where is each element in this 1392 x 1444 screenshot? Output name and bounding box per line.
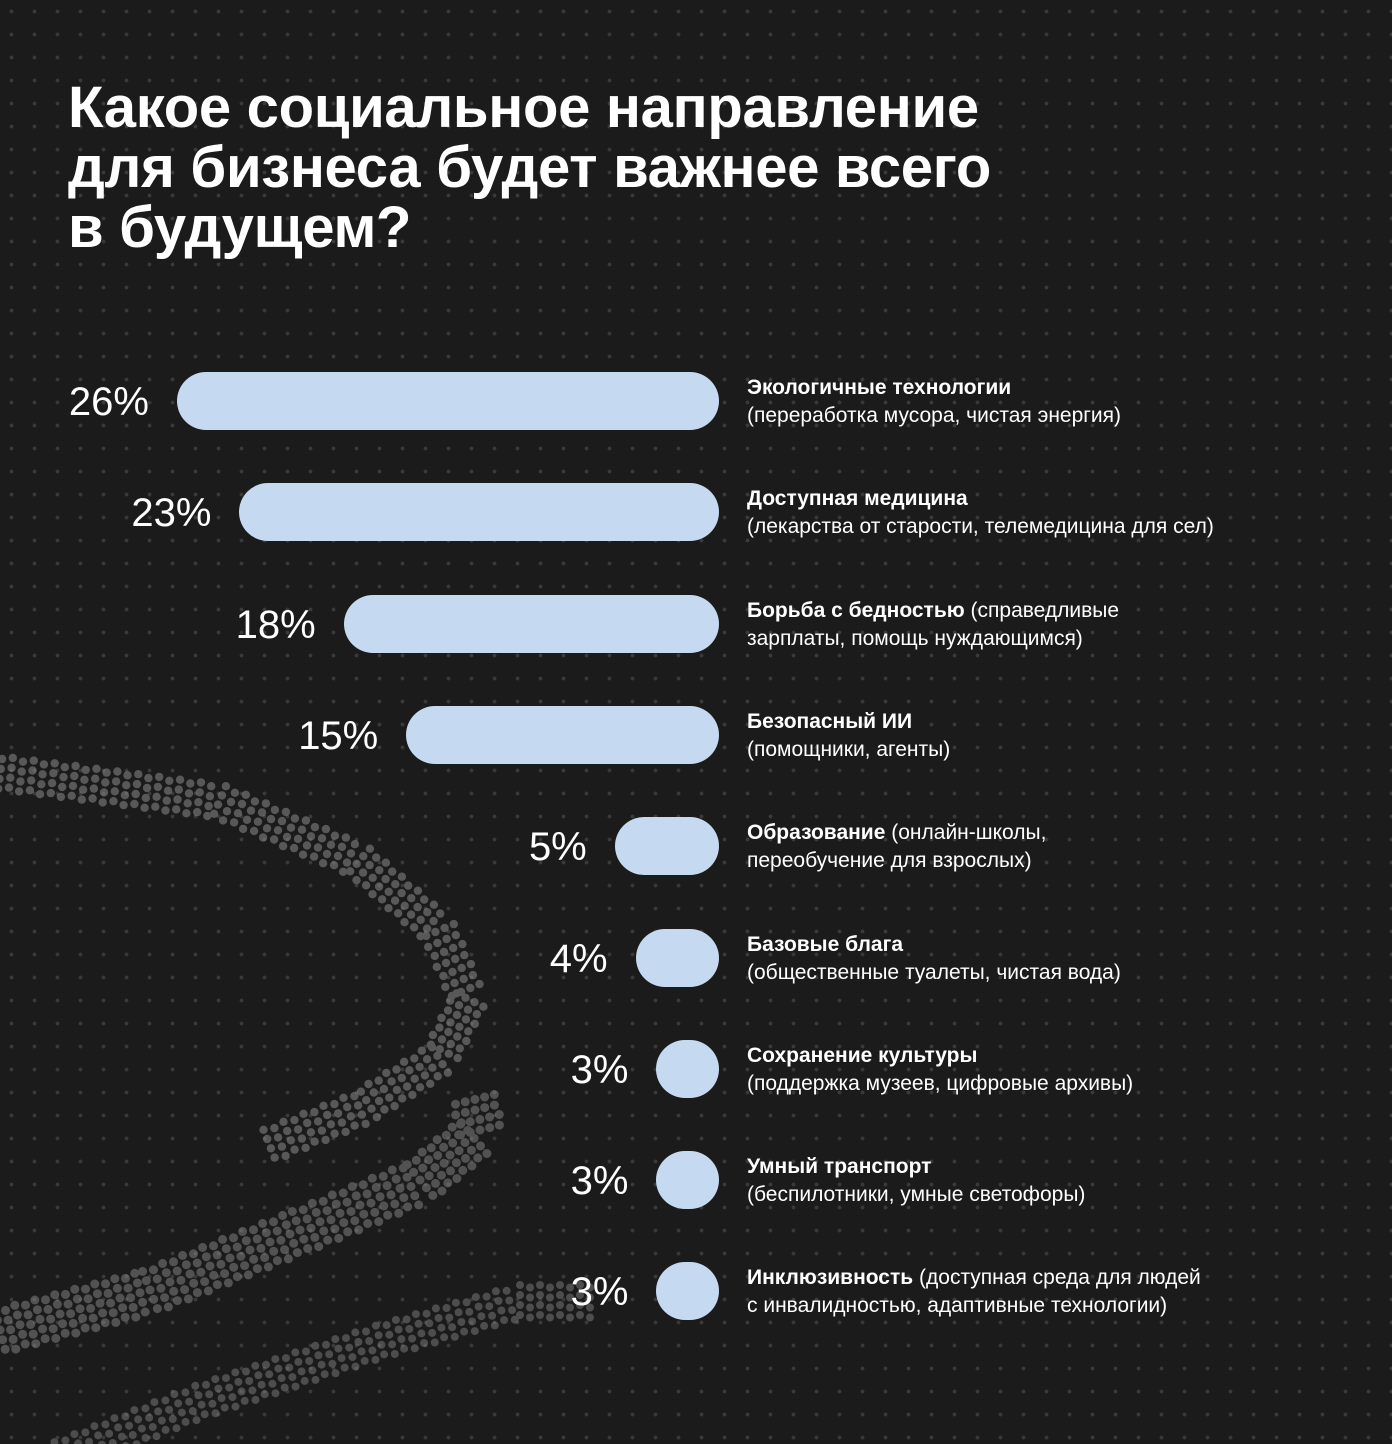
category-label: Борьба с бедностью (справедливые зарплаты… [747,597,1347,653]
category-name: Инклюзивность [747,1266,914,1289]
bar [614,817,719,875]
bar-value-label: 3% [570,1159,629,1203]
category-detail: зарплаты, помощь нуждающимся) [747,627,1083,650]
bar-row: 18% Борьба с бедностью (справедливые зарпл… [0,595,1392,655]
category-detail-inline: (справедливые [964,599,1120,622]
category-label: Экологичные технологии (переработка мусор… [747,374,1347,430]
bar-row: 4% Базовые блага (общественные туалеты, чи… [0,929,1392,989]
bar-value-label: 4% [549,937,608,981]
category-label: Сохранение культуры (поддержка музеев, ци… [747,1042,1347,1098]
category-label: Умный транспорт (беспилотники, умные свет… [747,1153,1347,1209]
bar-row: 3% Сохранение культуры (поддержка музеев, … [0,1040,1392,1100]
bar-row: 5% Образование (онлайн-школы, переобучение… [0,817,1392,877]
category-detail: (помощники, агенты) [747,738,951,761]
bar [656,1262,719,1320]
category-name: Сохранение культуры [747,1044,978,1067]
category-detail: с инвалидностью, адаптивные технологии) [747,1294,1168,1317]
bar-row: 3% Инклюзивность (доступная среда для люд… [0,1262,1392,1322]
category-detail: (поддержка музеев, цифровые архивы) [747,1072,1134,1095]
category-name: Борьба с бедностью [747,599,965,622]
bar-row: 3% Умный транспорт (беспилотники, умные св… [0,1151,1392,1211]
bar [343,595,719,653]
bar-row: 15% Безопасный ИИ (помощники, агенты) [0,706,1392,766]
bar [635,929,719,987]
category-detail: переобучение для взрослых) [747,849,1032,872]
category-name: Умный транспорт [747,1155,932,1178]
bar-row: 23% Доступная медицина (лекарства от старо… [0,483,1392,543]
bar-row: 26% Экологичные технологии (переработка му… [0,372,1392,432]
category-detail-inline: (доступная среда для людей [913,1266,1201,1289]
bar-value-label: 3% [570,1270,629,1314]
bar-value-label: 23% [131,491,212,535]
bar [406,706,719,764]
category-label: Базовые блага (общественные туалеты, чист… [747,931,1347,987]
category-name: Безопасный ИИ [747,710,913,733]
bar-value-label: 26% [68,380,149,424]
category-detail-inline: (онлайн-школы, [885,821,1047,844]
bar [656,1151,719,1209]
category-detail: (общественные туалеты, чистая вода) [747,961,1121,984]
category-detail: (лекарства от старости, телемедицина для… [747,515,1214,538]
category-detail: (переработка мусора, чистая энергия) [747,404,1122,427]
category-label: Образование (онлайн-школы, переобучение д… [747,819,1347,875]
category-label: Инклюзивность (доступная среда для людей… [747,1264,1347,1320]
bar [656,1040,719,1098]
category-label: Доступная медицина (лекарства от старости… [747,485,1347,541]
category-name: Образование [747,821,886,844]
category-detail: (беспилотники, умные светофоры) [747,1183,1086,1206]
page-title: Какое социальное направление для бизнеса… [68,75,991,260]
bar-value-label: 5% [528,825,587,869]
bar-value-label: 15% [298,714,379,758]
category-name: Доступная медицина [747,487,968,510]
bar-value-label: 18% [235,603,316,647]
bar-value-label: 3% [570,1048,629,1092]
bar [239,483,719,541]
bar [176,372,719,430]
category-label: Безопасный ИИ (помощники, агенты) [747,708,1347,764]
category-name: Экологичные технологии [747,376,1012,399]
category-name: Базовые блага [747,933,904,956]
